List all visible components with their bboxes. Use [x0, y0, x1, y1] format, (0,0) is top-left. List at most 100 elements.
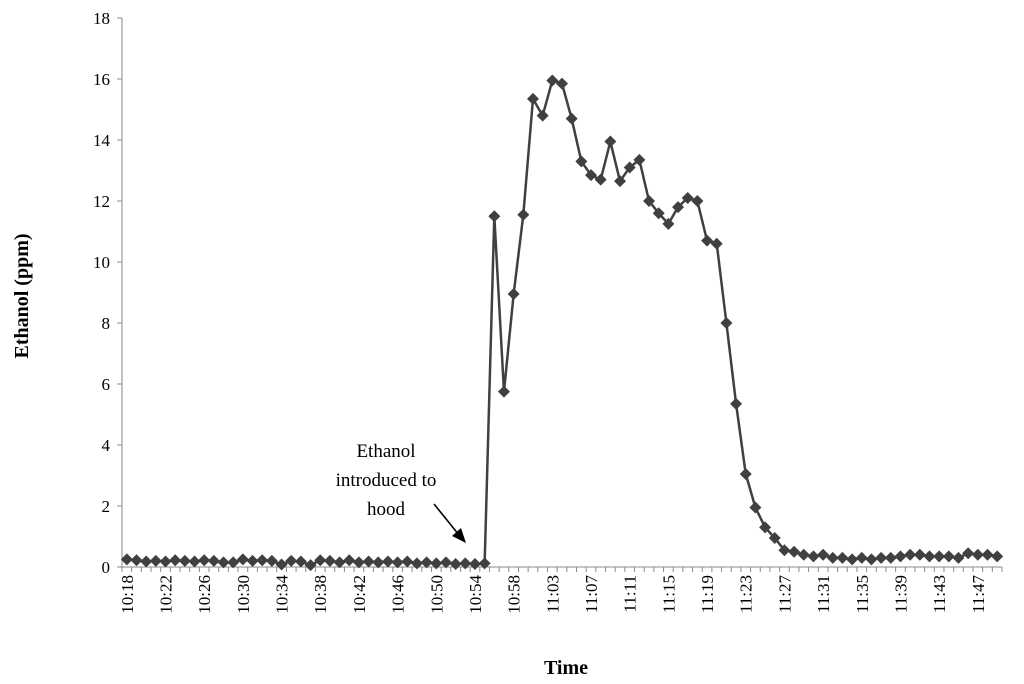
x-tick-label: 11:15 [659, 575, 678, 613]
x-tick-label: 11:43 [930, 575, 949, 613]
x-tick-label: 11:31 [814, 575, 833, 613]
data-point [294, 555, 307, 568]
x-tick-label: 11:11 [621, 575, 640, 612]
data-point [768, 532, 781, 545]
data-point [256, 554, 269, 567]
data-point [178, 554, 191, 567]
data-point [981, 548, 994, 561]
data-point [623, 161, 636, 174]
data-point [314, 554, 327, 567]
data-point [410, 557, 423, 570]
data-point [304, 559, 317, 572]
annotation: Ethanol introduced to hood [336, 441, 466, 543]
data-point [691, 195, 704, 207]
y-tick-label: 10 [93, 253, 110, 272]
data-point [942, 550, 955, 563]
data-point [536, 109, 549, 122]
x-tick-label: 11:07 [582, 575, 601, 614]
x-tick-label: 10:54 [466, 575, 485, 614]
data-point [362, 555, 375, 568]
data-point [265, 554, 278, 567]
data-point [381, 555, 394, 568]
annotation-line: introduced to [336, 470, 437, 491]
x-tick-label: 10:22 [157, 575, 176, 614]
annotation-line: Ethanol [356, 441, 415, 462]
data-point [449, 557, 462, 570]
data-point [739, 467, 752, 480]
data-point [904, 548, 917, 561]
x-tick-label: 10:58 [505, 575, 524, 614]
data-point [352, 556, 365, 569]
y-axis-title: Ethanol (ppm) [11, 233, 33, 358]
data-point [430, 557, 443, 570]
data-point [439, 556, 452, 569]
annotation-arrow [433, 503, 460, 536]
data-point [633, 153, 646, 166]
x-tick-label: 11:19 [698, 575, 717, 613]
y-tick-label: 14 [93, 131, 111, 150]
data-point [149, 554, 162, 567]
x-tick-label: 11:39 [891, 575, 910, 613]
series-line [126, 79, 998, 567]
data-point [759, 521, 772, 534]
y-tick-label: 12 [93, 192, 110, 211]
data-point [652, 207, 665, 220]
data-point [478, 557, 491, 570]
data-point [749, 501, 762, 514]
y-tick-label: 4 [102, 436, 111, 455]
data-point [604, 135, 617, 148]
data-point [884, 551, 897, 564]
data-point [488, 210, 501, 223]
y-tick-label: 2 [102, 497, 111, 516]
data-point [517, 208, 530, 221]
x-tick-label: 10:38 [311, 575, 330, 614]
data-point [188, 555, 201, 568]
data-point [459, 557, 472, 570]
data-point [546, 74, 559, 87]
data-point [130, 554, 143, 567]
annotation-line: hood [367, 499, 406, 520]
data-point [875, 551, 888, 564]
data-point [681, 191, 694, 204]
data-point [526, 92, 539, 105]
series-ethanol [120, 74, 1004, 572]
data-point [217, 556, 230, 569]
x-tick-label: 11:35 [853, 575, 872, 613]
data-point [701, 234, 714, 247]
x-tick-label: 10:42 [350, 575, 369, 614]
x-tick-label: 10:50 [427, 575, 446, 614]
data-point [933, 550, 946, 563]
x-axis-title: Time [544, 657, 588, 679]
data-point [575, 155, 588, 168]
data-point [846, 553, 859, 566]
data-point [140, 555, 153, 568]
x-tick-label: 10:34 [273, 575, 292, 614]
data-point [710, 237, 723, 250]
data-point [797, 548, 810, 561]
x-tick-label: 11:27 [775, 575, 794, 614]
y-axis: 0 2 4 6 8 10 12 14 16 18 [93, 9, 123, 577]
data-point [275, 558, 288, 571]
data-point [991, 550, 1004, 563]
data-point [285, 554, 298, 567]
data-point [817, 548, 830, 561]
x-tick-label: 10:18 [118, 575, 137, 614]
data-point [788, 545, 801, 558]
data-point [372, 556, 385, 569]
data-point [826, 551, 839, 564]
data-point [971, 548, 984, 561]
y-tick-label: 18 [93, 9, 110, 28]
data-point [662, 217, 675, 230]
x-tick-label: 10:30 [234, 575, 253, 614]
data-point [401, 555, 414, 568]
data-point [855, 551, 868, 564]
data-point [778, 544, 791, 557]
data-point [159, 555, 172, 568]
data-point [420, 556, 433, 569]
data-point [120, 553, 133, 566]
y-tick-label: 16 [93, 70, 110, 89]
data-point [952, 551, 965, 564]
data-point [923, 550, 936, 563]
data-point [836, 551, 849, 564]
data-point [594, 173, 607, 186]
